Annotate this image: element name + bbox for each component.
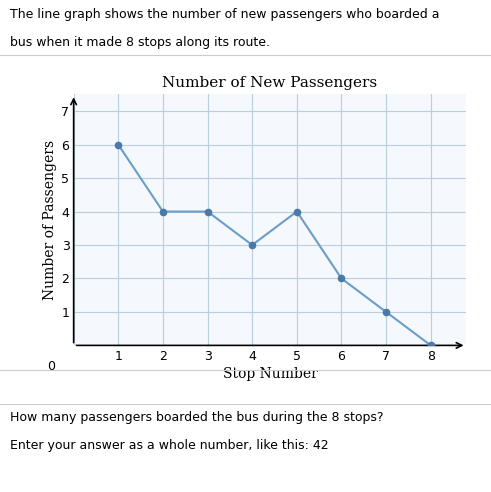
Text: How many passengers boarded the bus during the 8 stops?: How many passengers boarded the bus duri… [10, 411, 383, 425]
Text: The line graph shows the number of new passengers who boarded a: The line graph shows the number of new p… [10, 8, 439, 21]
Title: Number of New Passengers: Number of New Passengers [163, 76, 378, 91]
Text: Enter your answer as a whole number, like this: 42: Enter your answer as a whole number, lik… [10, 439, 328, 453]
X-axis label: Stop Number: Stop Number [222, 367, 318, 381]
Text: bus when it made 8 stops along its route.: bus when it made 8 stops along its route… [10, 36, 270, 49]
Y-axis label: Number of Passengers: Number of Passengers [43, 140, 57, 300]
Text: 0: 0 [47, 361, 55, 373]
